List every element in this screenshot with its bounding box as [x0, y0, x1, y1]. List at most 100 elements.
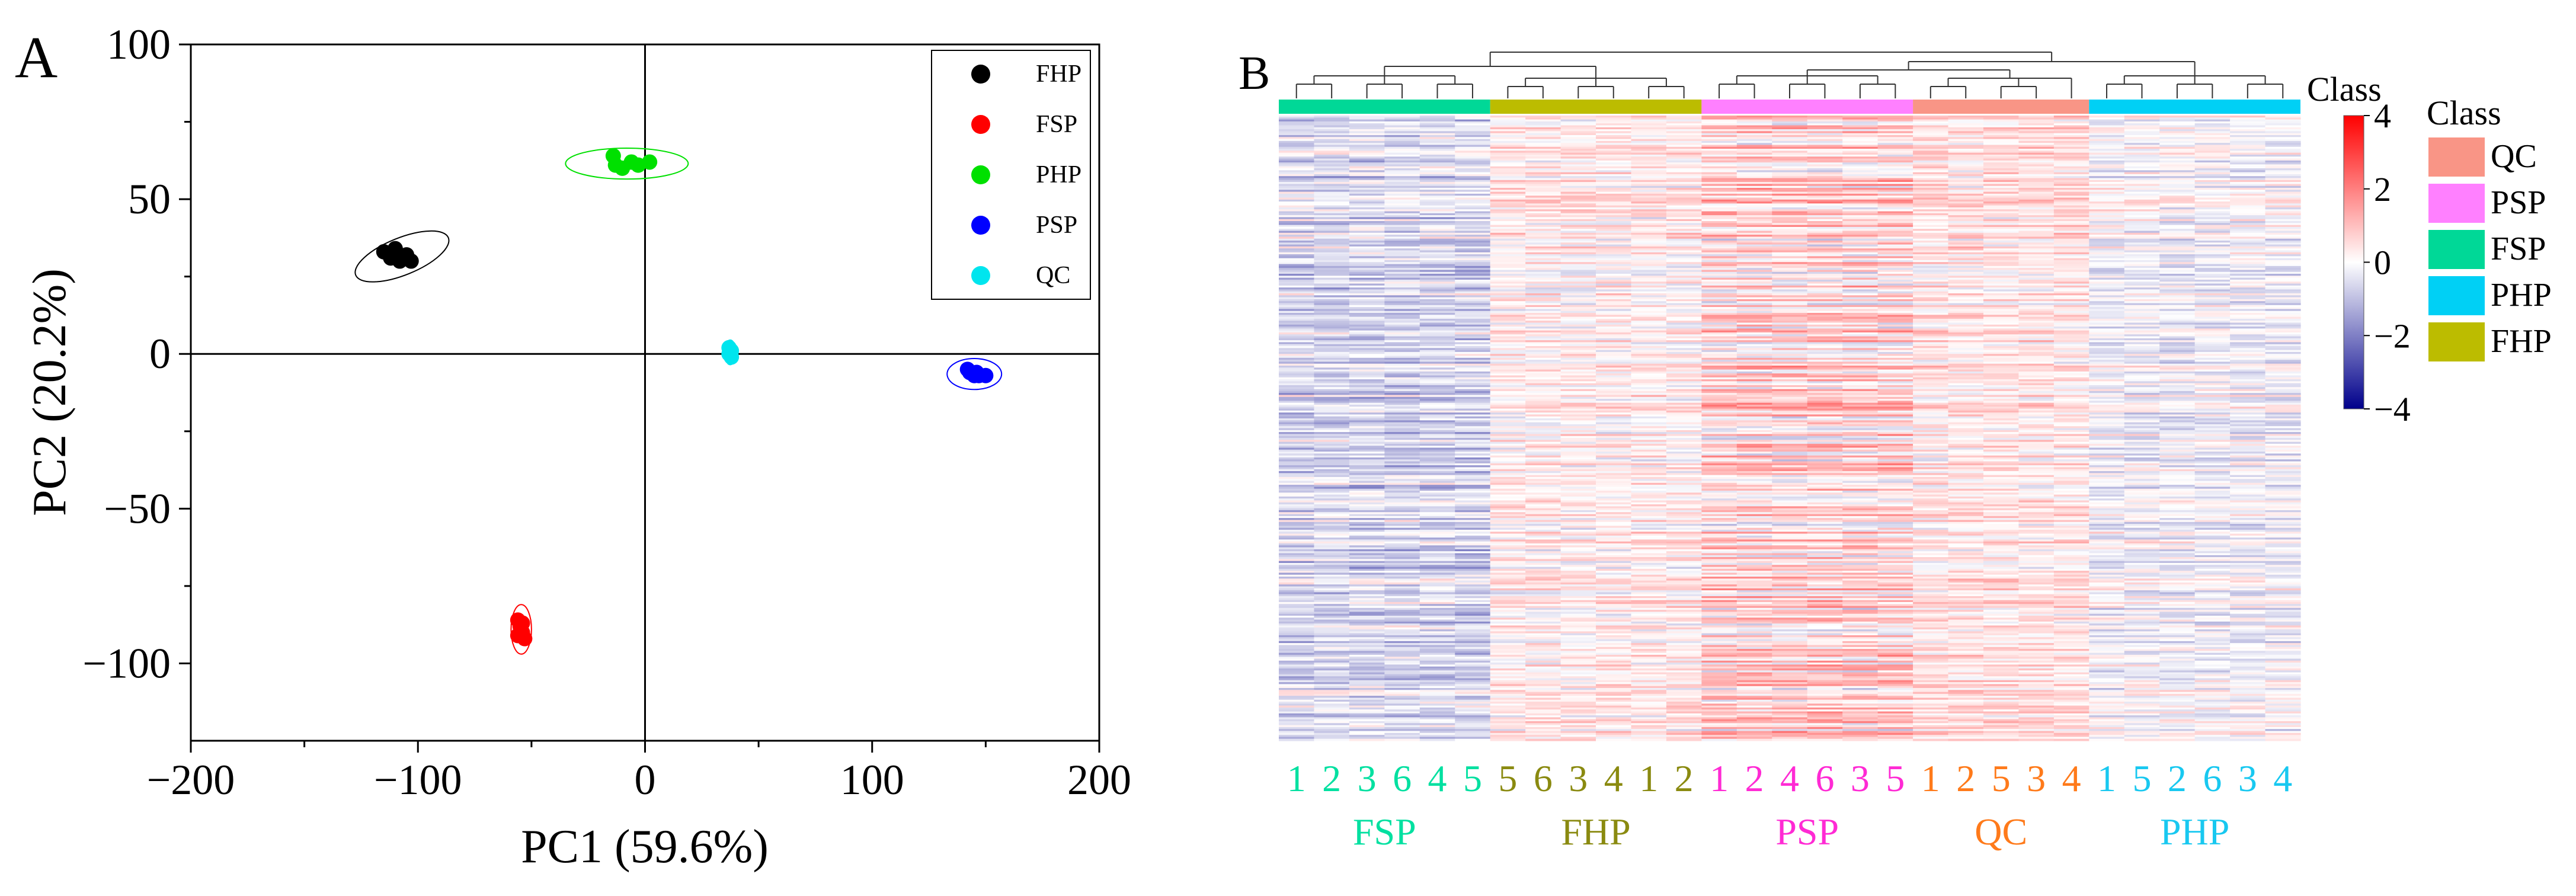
- heatmap-cell: [1596, 265, 1632, 268]
- heatmap-cell: [1490, 152, 1526, 155]
- heatmap-cell: [2124, 360, 2160, 363]
- heatmap-cell: [1772, 168, 1808, 171]
- heatmap-cell: [2230, 321, 2266, 324]
- heatmap-cell: [1983, 207, 2020, 210]
- heatmap-cell: [1279, 412, 1315, 415]
- heatmap-cell: [1279, 428, 1315, 431]
- heatmap-cell: [2124, 357, 2160, 360]
- heatmap-cell: [1913, 174, 1949, 177]
- heatmap-cell: [2194, 312, 2231, 315]
- heatmap-cell: [1772, 283, 1808, 286]
- heatmap-cell: [2265, 276, 2301, 279]
- heatmap-cell: [1983, 303, 2020, 306]
- heatmap-cell: [2124, 258, 2160, 261]
- heatmap-cell: [1948, 327, 1984, 329]
- heatmap-cell: [2089, 168, 2125, 171]
- heatmap-cell: [2089, 176, 2125, 179]
- heatmap-cell: [1701, 289, 1737, 292]
- heatmap-cell: [1877, 156, 1913, 159]
- heatmap-cell: [1877, 437, 1913, 440]
- heatmap-cell: [1419, 135, 1455, 137]
- heatmap-cell: [1349, 133, 1385, 136]
- heatmap-cell: [1807, 311, 1843, 313]
- heatmap-cell: [2124, 190, 2160, 193]
- heatmap-cell: [1736, 152, 1772, 155]
- heatmap-cell: [2089, 432, 2125, 434]
- heatmap-cell: [1736, 215, 1772, 218]
- heatmap-cell: [2230, 315, 2266, 318]
- heatmap-cell: [1983, 143, 2020, 146]
- heatmap-cell: [1631, 199, 1667, 202]
- heatmap-cell: [1631, 303, 1667, 306]
- heatmap-cell: [1666, 217, 1702, 220]
- heatmap-cell: [1490, 369, 1526, 372]
- heatmap-cell: [1842, 207, 1879, 210]
- heatmap-cell: [2018, 344, 2055, 347]
- heatmap-cell: [2265, 412, 2301, 415]
- heatmap-cell: [1983, 229, 2020, 232]
- heatmap-cell: [2018, 119, 2055, 122]
- heatmap-cell: [1525, 203, 1561, 206]
- heatmap-cell: [1772, 129, 1808, 132]
- heatmap-cell: [2159, 121, 2196, 124]
- heatmap-cell: [2194, 250, 2231, 253]
- heatmap-cell: [1384, 399, 1420, 401]
- heatmap-cell: [2089, 342, 2125, 345]
- heatmap-cell: [1913, 215, 1949, 218]
- heatmap-cell: [1772, 321, 1808, 324]
- heatmap-cell: [2265, 369, 2301, 372]
- heatmap-cell: [1419, 330, 1455, 333]
- legend-marker: [971, 115, 990, 134]
- heatmap-cell: [1455, 412, 1491, 415]
- heatmap-cell: [1807, 281, 1843, 284]
- heatmap-cell: [2018, 168, 2055, 171]
- heatmap-cell: [2230, 151, 2266, 153]
- heatmap-cell: [2230, 260, 2266, 263]
- heatmap-cell: [1384, 424, 1420, 427]
- heatmap-cell: [1877, 399, 1913, 401]
- heatmap-cell: [1877, 254, 1913, 257]
- heatmap-cell: [1419, 408, 1455, 411]
- heatmap-cell: [2018, 371, 2055, 374]
- heatmap-cell: [1314, 139, 1350, 142]
- heatmap-cell: [1877, 422, 1913, 425]
- heatmap-cell: [2018, 205, 2055, 208]
- heatmap-cell: [1877, 332, 1913, 335]
- heatmap-cell: [1701, 316, 1737, 319]
- heatmap-cell: [1490, 236, 1526, 239]
- heatmap-cell: [1384, 185, 1420, 188]
- heatmap-cell: [1736, 332, 1772, 335]
- heatmap-cell: [1842, 385, 1879, 388]
- heatmap-cell: [1384, 274, 1420, 276]
- heatmap-cell: [1701, 430, 1737, 433]
- heatmap-cell: [1631, 229, 1667, 232]
- heatmap-cell: [1560, 164, 1596, 167]
- heatmap-cell: [2053, 265, 2089, 268]
- heatmap-cell: [1736, 262, 1772, 265]
- heatmap-cell: [1596, 354, 1632, 357]
- heatmap-cell: [2124, 426, 2160, 429]
- heatmap-cell: [1560, 303, 1596, 306]
- heatmap-cell: [1349, 408, 1385, 411]
- heatmap-cell: [1490, 226, 1526, 229]
- heatmap-cell: [1490, 428, 1526, 431]
- heatmap-cell: [1983, 129, 2020, 132]
- heatmap-cell: [2265, 350, 2301, 353]
- heatmap-cell: [1384, 354, 1420, 357]
- heatmap-cell: [2053, 363, 2089, 366]
- heatmap-cell: [1560, 350, 1596, 353]
- heatmap-cell: [2194, 252, 2231, 255]
- heatmap-cell: [1560, 330, 1596, 333]
- heatmap-cell: [2018, 322, 2055, 325]
- heatmap-cell: [2018, 225, 2055, 228]
- heatmap-cell: [2159, 219, 2196, 222]
- heatmap-cell: [1877, 174, 1913, 177]
- heatmap-cell: [1560, 131, 1596, 134]
- heatmap-cell: [1279, 395, 1315, 398]
- heatmap-cell: [2159, 277, 2196, 280]
- heatmap-cell: [2230, 367, 2266, 370]
- heatmap-cell: [2018, 336, 2055, 339]
- heatmap-cell: [1384, 131, 1420, 134]
- heatmap-cell: [1842, 160, 1879, 163]
- heatmap-cell: [1772, 295, 1808, 298]
